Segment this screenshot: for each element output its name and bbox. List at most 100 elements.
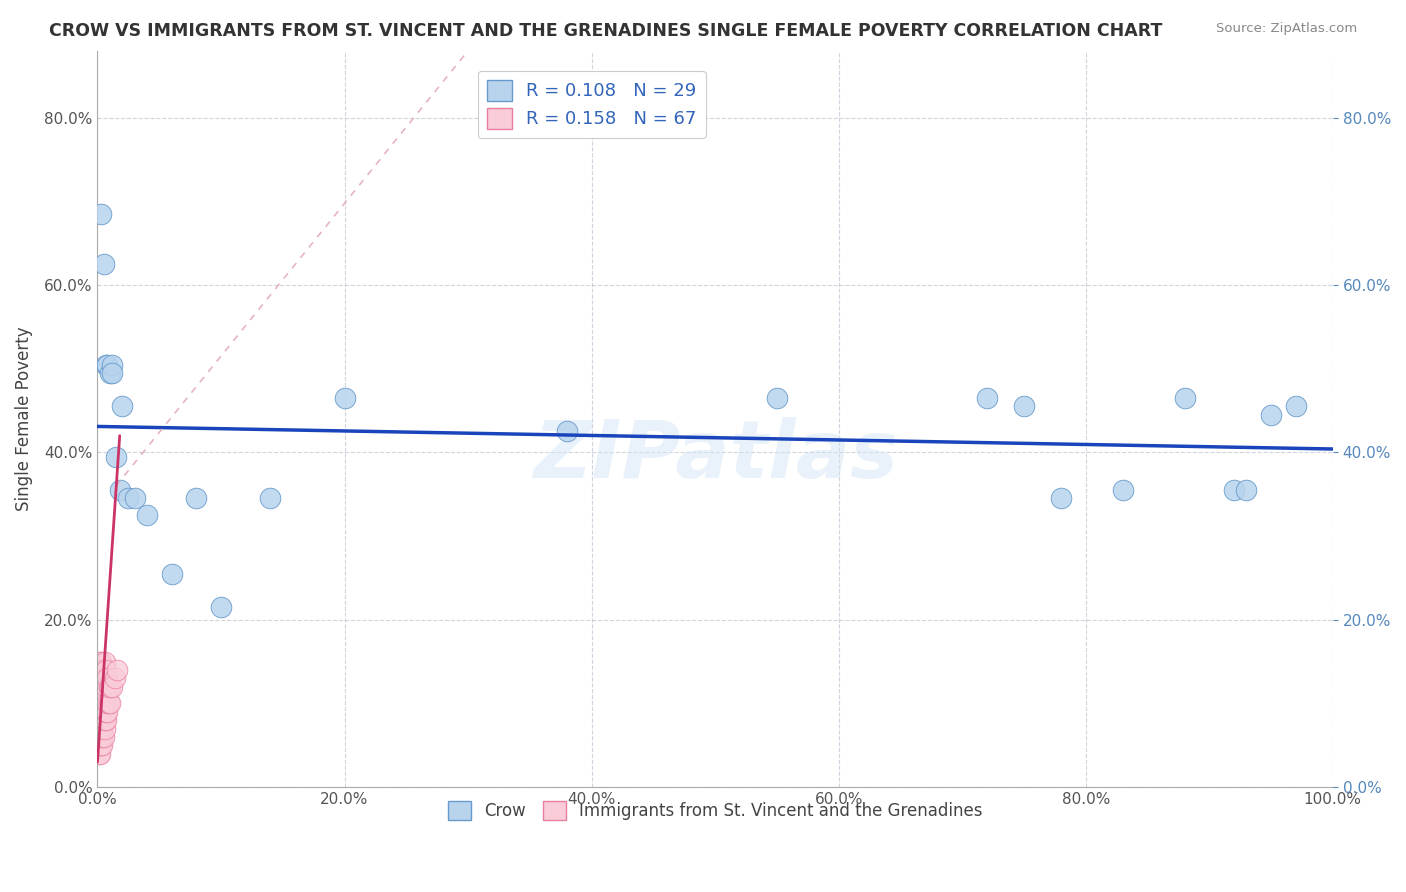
Point — [160, 566, 183, 581]
Point — [94, 672, 117, 686]
Point — [94, 722, 117, 736]
Point — [98, 366, 121, 380]
Point — [98, 680, 121, 694]
Point — [108, 483, 131, 497]
Point — [93, 680, 115, 694]
Point — [117, 491, 139, 506]
Point — [91, 739, 114, 753]
Point — [1173, 391, 1195, 405]
Point — [91, 663, 114, 677]
Point — [101, 366, 124, 380]
Point — [186, 491, 208, 506]
Point — [89, 747, 111, 761]
Point — [976, 391, 998, 405]
Point — [90, 713, 112, 727]
Point — [93, 663, 115, 677]
Point — [101, 358, 124, 372]
Point — [89, 705, 111, 719]
Point — [87, 747, 110, 761]
Point — [1234, 483, 1257, 497]
Point — [89, 730, 111, 744]
Point — [209, 600, 232, 615]
Point — [1223, 483, 1246, 497]
Point — [105, 663, 128, 677]
Point — [90, 663, 112, 677]
Point — [135, 508, 157, 523]
Point — [89, 672, 111, 686]
Point — [89, 722, 111, 736]
Point — [87, 713, 110, 727]
Point — [90, 722, 112, 736]
Point — [104, 672, 127, 686]
Point — [96, 705, 118, 719]
Point — [89, 655, 111, 669]
Point — [1012, 400, 1035, 414]
Point — [766, 391, 789, 405]
Point — [89, 680, 111, 694]
Point — [93, 730, 115, 744]
Point — [555, 425, 578, 439]
Point — [1260, 408, 1282, 422]
Point — [93, 705, 115, 719]
Point — [93, 257, 115, 271]
Point — [94, 680, 117, 694]
Point — [94, 655, 117, 669]
Point — [111, 400, 134, 414]
Text: Source: ZipAtlas.com: Source: ZipAtlas.com — [1216, 22, 1357, 36]
Point — [97, 697, 120, 711]
Point — [90, 730, 112, 744]
Point — [89, 697, 111, 711]
Point — [97, 680, 120, 694]
Point — [333, 391, 356, 405]
Point — [96, 697, 118, 711]
Point — [94, 688, 117, 702]
Point — [90, 705, 112, 719]
Point — [101, 680, 124, 694]
Text: ZIPatlas: ZIPatlas — [533, 417, 897, 495]
Point — [1112, 483, 1135, 497]
Point — [96, 672, 118, 686]
Point — [124, 491, 146, 506]
Point — [89, 713, 111, 727]
Point — [87, 688, 110, 702]
Point — [87, 680, 110, 694]
Point — [87, 722, 110, 736]
Point — [90, 207, 112, 221]
Point — [89, 663, 111, 677]
Point — [91, 713, 114, 727]
Point — [94, 713, 117, 727]
Point — [87, 672, 110, 686]
Point — [91, 730, 114, 744]
Point — [90, 680, 112, 694]
Point — [87, 705, 110, 719]
Point — [1285, 400, 1308, 414]
Point — [87, 730, 110, 744]
Legend: Crow, Immigrants from St. Vincent and the Grenadines: Crow, Immigrants from St. Vincent and th… — [441, 794, 990, 827]
Point — [91, 697, 114, 711]
Point — [94, 663, 117, 677]
Point — [259, 491, 281, 506]
Point — [91, 688, 114, 702]
Point — [94, 705, 117, 719]
Point — [94, 688, 117, 702]
Point — [96, 358, 118, 372]
Point — [90, 688, 112, 702]
Point — [98, 697, 121, 711]
Point — [89, 688, 111, 702]
Y-axis label: Single Female Poverty: Single Female Poverty — [15, 326, 32, 511]
Point — [87, 697, 110, 711]
Point — [91, 680, 114, 694]
Point — [94, 713, 117, 727]
Point — [90, 655, 112, 669]
Point — [90, 672, 112, 686]
Point — [91, 705, 114, 719]
Point — [94, 358, 117, 372]
Point — [91, 722, 114, 736]
Point — [90, 739, 112, 753]
Point — [1050, 491, 1073, 506]
Text: CROW VS IMMIGRANTS FROM ST. VINCENT AND THE GRENADINES SINGLE FEMALE POVERTY COR: CROW VS IMMIGRANTS FROM ST. VINCENT AND … — [49, 22, 1163, 40]
Point — [93, 697, 115, 711]
Point — [93, 713, 115, 727]
Point — [105, 450, 128, 464]
Point — [90, 697, 112, 711]
